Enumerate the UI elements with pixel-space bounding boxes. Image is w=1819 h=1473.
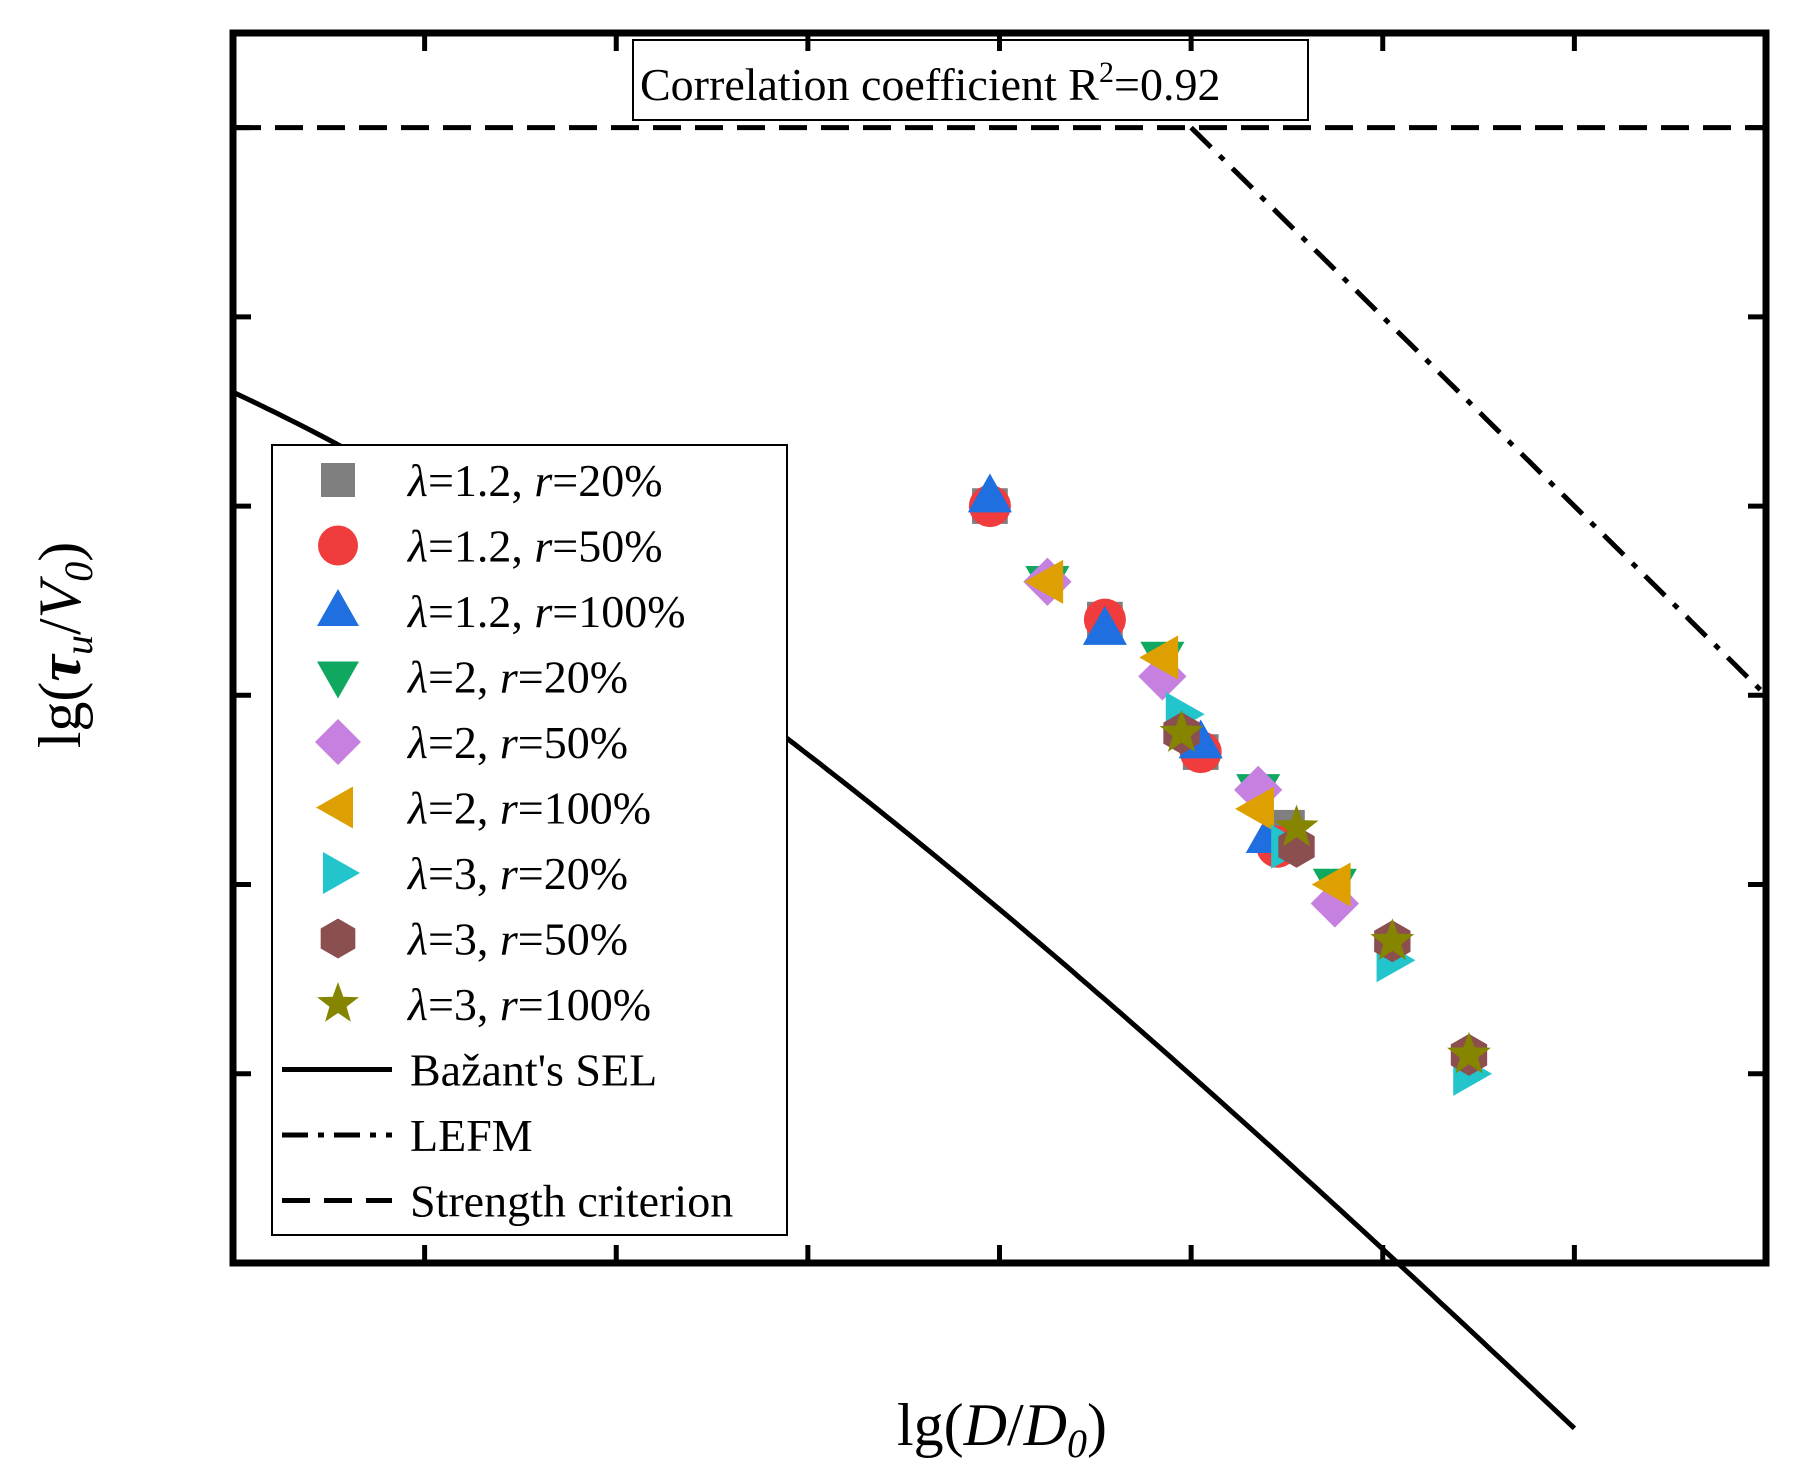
legend-label-3: λ=2, r=20%: [406, 652, 628, 703]
data-point: [967, 473, 1012, 513]
data-point: [1139, 635, 1179, 680]
data-point: [1024, 559, 1064, 604]
data-point: [1235, 786, 1274, 831]
data-point: [1370, 918, 1415, 960]
y-axis-title: lg(τu/V0): [27, 542, 101, 749]
series-8: [1159, 710, 1491, 1074]
data-points: [967, 473, 1493, 1096]
legend-label-4: λ=2, r=50%: [406, 717, 628, 768]
line-dashdot: [1189, 125, 1768, 698]
data-point: [1447, 1031, 1491, 1074]
legend-box: [271, 444, 788, 1236]
legend-marker-7: [320, 918, 356, 959]
legend-label-1: λ=1.2, r=50%: [406, 521, 663, 572]
legend-label-2: λ=1.2, r=100%: [406, 586, 686, 637]
legend-marker-0: [321, 463, 355, 497]
legend-label-5: λ=2, r=100%: [406, 783, 651, 834]
legend-label-8: λ=3, r=100%: [406, 979, 651, 1030]
legend-label-dashed: Strength criterion: [410, 1176, 733, 1227]
data-point: [1234, 765, 1283, 815]
legend-marker-4: [315, 719, 361, 765]
legend-marker-1: [318, 525, 358, 566]
data-point: [1082, 605, 1127, 645]
legend-marker-5: [316, 786, 353, 829]
annotation-box: [632, 39, 1309, 121]
legend-label-dashdot: LEFM: [410, 1110, 533, 1161]
data-point: [1138, 652, 1187, 701]
legend-label-solid: Bažant's SEL: [410, 1045, 657, 1096]
data-point: [1159, 710, 1204, 752]
annotation-text: Correlation coefficient R2=0.92: [640, 56, 1220, 110]
series-5: [1024, 559, 1351, 907]
legend-marker-2: [317, 589, 359, 626]
x-axis-title: lg(D/D0): [897, 1392, 1107, 1466]
legend-marker-6: [323, 852, 360, 894]
legend-marker-8: [317, 982, 359, 1022]
legend-label-0: λ=1.2, r=20%: [406, 455, 663, 506]
legend: λ=1.2, r=20% λ=1.2, r=50% λ=1.2, r=100% λ=2…: [271, 444, 788, 1236]
data-point: [1274, 804, 1319, 847]
data-point: [1311, 862, 1351, 907]
correlation-annotation: Correlation coefficient R2=0.92: [632, 39, 1309, 121]
legend-label-7: λ=3, r=50%: [406, 914, 628, 965]
legend-label-6: λ=3, r=20%: [406, 848, 628, 899]
legend-marker-3: [317, 661, 359, 699]
axes: [229, 29, 1770, 1267]
